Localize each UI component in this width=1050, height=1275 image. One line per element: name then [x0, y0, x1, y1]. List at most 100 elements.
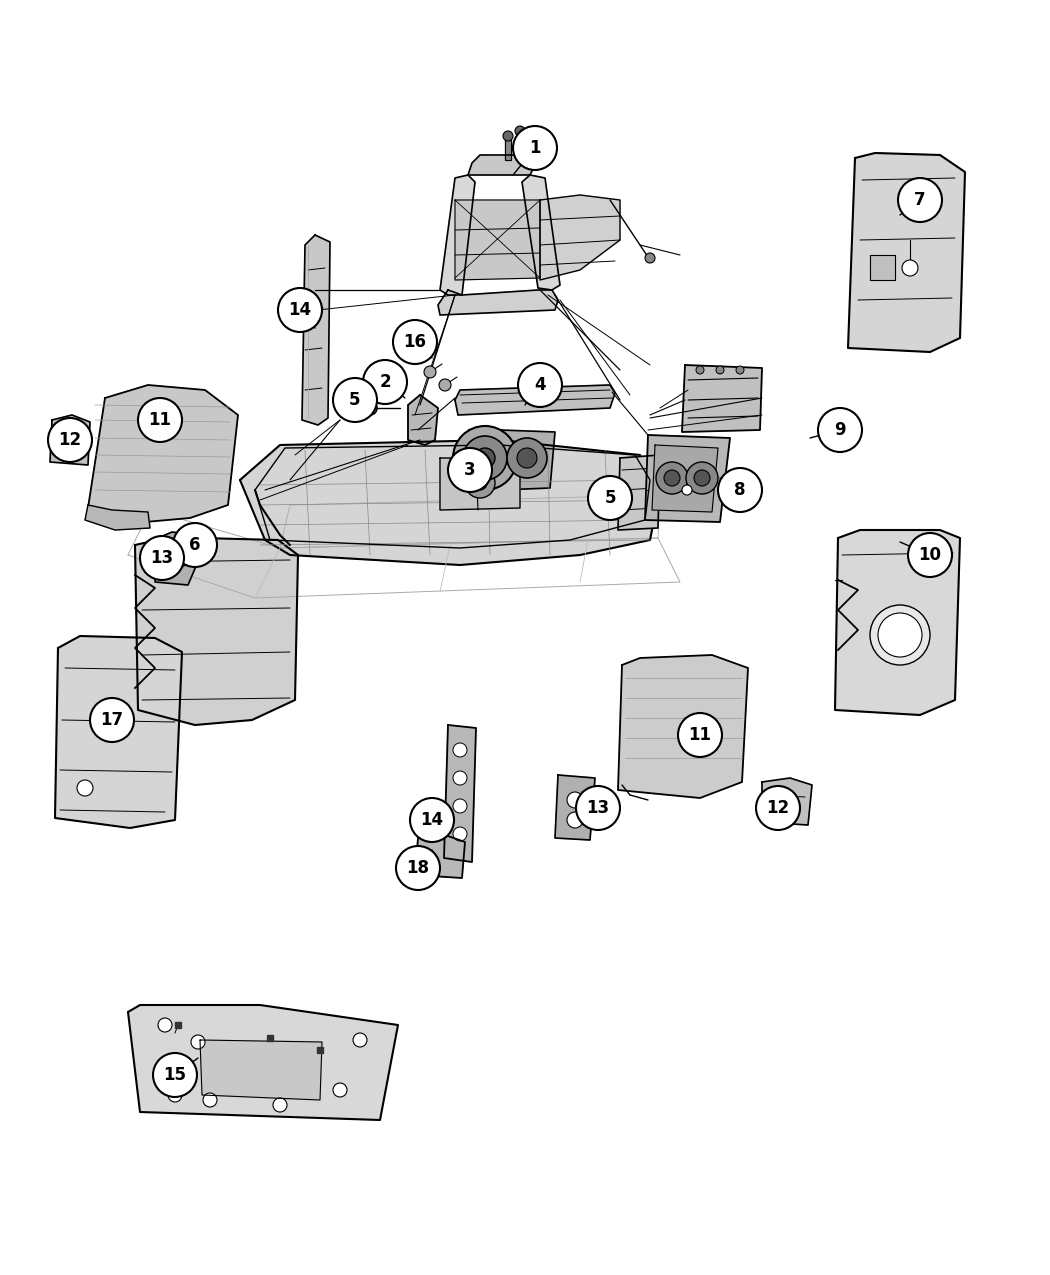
- Circle shape: [878, 613, 922, 657]
- Text: 14: 14: [289, 301, 312, 319]
- Polygon shape: [468, 156, 536, 175]
- Circle shape: [567, 812, 583, 827]
- Polygon shape: [455, 200, 540, 280]
- Polygon shape: [762, 778, 812, 825]
- Circle shape: [353, 1033, 367, 1047]
- Circle shape: [656, 462, 688, 493]
- Polygon shape: [455, 385, 615, 414]
- Circle shape: [158, 1017, 172, 1031]
- Text: 4: 4: [534, 376, 546, 394]
- Circle shape: [678, 713, 722, 757]
- Polygon shape: [200, 1040, 322, 1100]
- Polygon shape: [88, 385, 238, 521]
- Polygon shape: [505, 140, 511, 159]
- Text: 12: 12: [59, 431, 82, 449]
- Circle shape: [475, 448, 495, 468]
- Text: 13: 13: [587, 799, 610, 817]
- Circle shape: [617, 487, 623, 493]
- Text: 11: 11: [148, 411, 171, 428]
- Text: 5: 5: [604, 490, 615, 507]
- Circle shape: [90, 697, 134, 742]
- Circle shape: [870, 606, 930, 666]
- Polygon shape: [444, 725, 476, 862]
- Polygon shape: [682, 365, 762, 432]
- Circle shape: [363, 360, 407, 404]
- Polygon shape: [645, 435, 730, 521]
- Polygon shape: [618, 455, 660, 530]
- Polygon shape: [530, 136, 536, 159]
- Circle shape: [363, 402, 377, 414]
- Polygon shape: [652, 445, 718, 513]
- Circle shape: [191, 1035, 205, 1049]
- Circle shape: [453, 799, 467, 813]
- Circle shape: [463, 436, 507, 479]
- Circle shape: [902, 260, 918, 275]
- Text: 12: 12: [766, 799, 790, 817]
- Circle shape: [756, 785, 800, 830]
- Circle shape: [513, 126, 557, 170]
- Circle shape: [716, 366, 724, 374]
- Circle shape: [393, 320, 437, 363]
- Polygon shape: [555, 775, 595, 840]
- Text: 18: 18: [406, 859, 429, 877]
- Circle shape: [173, 523, 217, 567]
- Polygon shape: [440, 175, 475, 295]
- Circle shape: [439, 379, 452, 391]
- Polygon shape: [517, 135, 523, 158]
- Polygon shape: [870, 255, 895, 280]
- Circle shape: [273, 1098, 287, 1112]
- Circle shape: [682, 484, 692, 495]
- Circle shape: [694, 470, 710, 486]
- Circle shape: [686, 462, 718, 493]
- Circle shape: [153, 1053, 197, 1096]
- Circle shape: [168, 1088, 182, 1102]
- Text: 3: 3: [464, 462, 476, 479]
- Circle shape: [718, 468, 762, 513]
- Circle shape: [518, 363, 562, 407]
- Polygon shape: [128, 1005, 398, 1119]
- Text: 11: 11: [689, 725, 712, 745]
- Circle shape: [507, 439, 547, 478]
- Text: 15: 15: [164, 1066, 187, 1084]
- Circle shape: [140, 536, 184, 580]
- Circle shape: [77, 780, 93, 796]
- Polygon shape: [135, 538, 298, 725]
- Circle shape: [613, 483, 627, 497]
- Circle shape: [588, 476, 632, 520]
- Circle shape: [514, 126, 525, 136]
- Text: 2: 2: [379, 374, 391, 391]
- Polygon shape: [85, 505, 150, 530]
- Circle shape: [410, 798, 454, 842]
- Circle shape: [664, 470, 680, 486]
- Polygon shape: [240, 440, 660, 565]
- Polygon shape: [618, 655, 748, 798]
- Circle shape: [528, 128, 538, 138]
- Circle shape: [453, 426, 517, 490]
- Text: 5: 5: [350, 391, 361, 409]
- Circle shape: [368, 405, 373, 411]
- Circle shape: [453, 827, 467, 842]
- Polygon shape: [302, 235, 330, 425]
- Polygon shape: [848, 153, 965, 352]
- Circle shape: [453, 771, 467, 785]
- Text: 14: 14: [420, 811, 443, 829]
- Circle shape: [203, 1093, 217, 1107]
- Polygon shape: [438, 289, 558, 315]
- Circle shape: [333, 377, 377, 422]
- Text: 10: 10: [919, 546, 942, 564]
- Text: 9: 9: [834, 421, 846, 439]
- Circle shape: [48, 418, 92, 462]
- Circle shape: [898, 179, 942, 222]
- Polygon shape: [408, 395, 438, 445]
- Polygon shape: [415, 835, 465, 878]
- Circle shape: [645, 252, 655, 263]
- Circle shape: [517, 448, 537, 468]
- Circle shape: [453, 743, 467, 757]
- Polygon shape: [835, 530, 960, 715]
- Polygon shape: [55, 636, 182, 827]
- Circle shape: [448, 448, 492, 492]
- Circle shape: [424, 366, 436, 377]
- Circle shape: [396, 847, 440, 890]
- Polygon shape: [522, 175, 560, 289]
- Circle shape: [696, 366, 704, 374]
